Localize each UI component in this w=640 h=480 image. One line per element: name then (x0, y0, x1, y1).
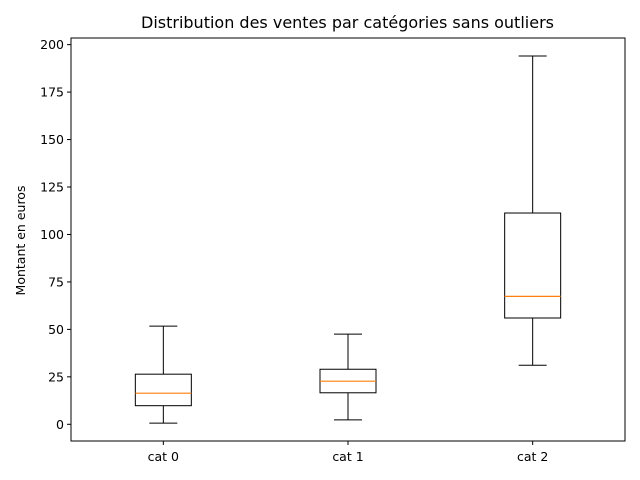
y-tick-label: 75 (48, 274, 64, 289)
y-tick-label: 125 (40, 180, 64, 195)
x-tick-label: cat 2 (517, 449, 548, 464)
y-tick-label: 150 (40, 132, 64, 147)
y-tick-label: 25 (48, 369, 64, 384)
y-tick-label: 100 (40, 227, 64, 242)
y-tick-label: 50 (48, 322, 64, 337)
plot-area: 0 25 50 75 100 125 150 175 200 cat 0 cat 1 cat 2 (40, 37, 626, 464)
box-iqr (504, 212, 562, 319)
y-tick-label: 0 (56, 417, 64, 432)
y-tick-label: 175 (40, 85, 64, 100)
x-tick-label: cat 1 (332, 449, 363, 464)
chart-title: Distribution des ventes par catégories s… (141, 13, 554, 32)
x-tick-label: cat 0 (148, 449, 179, 464)
plot-frame (70, 37, 626, 442)
y-axis-label: Montant en euros (13, 186, 28, 296)
y-tick-label: 200 (40, 37, 64, 52)
box-iqr (134, 373, 192, 407)
